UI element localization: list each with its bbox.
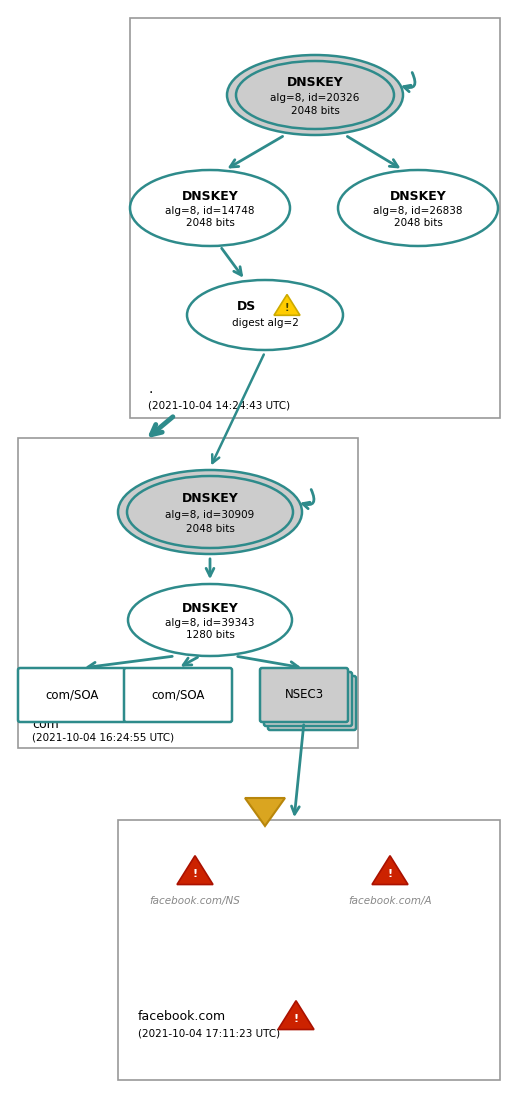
Text: DNSKEY: DNSKEY [390,190,446,204]
Text: com: com [32,718,59,731]
Ellipse shape [130,170,290,246]
Text: .: . [148,382,153,396]
Text: facebook.com/A: facebook.com/A [348,896,432,906]
Text: NSEC3: NSEC3 [284,688,323,702]
Polygon shape [372,856,408,884]
FancyBboxPatch shape [268,676,356,730]
Text: !: ! [293,1015,298,1024]
Bar [18,438,358,747]
Text: (2021-10-04 16:24:55 UTC): (2021-10-04 16:24:55 UTC) [32,733,174,743]
FancyBboxPatch shape [124,668,232,722]
Polygon shape [245,798,285,826]
Text: com/SOA: com/SOA [45,688,99,702]
Text: !: ! [285,303,289,313]
Ellipse shape [338,170,498,246]
Text: !: ! [193,869,198,880]
Text: digest alg=2: digest alg=2 [231,318,298,328]
Text: (2021-10-04 17:11:23 UTC): (2021-10-04 17:11:23 UTC) [138,1028,280,1038]
Text: facebook.com/NS: facebook.com/NS [149,896,240,906]
FancyBboxPatch shape [18,668,126,722]
Polygon shape [177,856,213,884]
Text: 2048 bits: 2048 bits [393,218,442,228]
Text: com/SOA: com/SOA [152,688,204,702]
Text: (2021-10-04 14:24:43 UTC): (2021-10-04 14:24:43 UTC) [148,399,290,410]
Text: alg=8, id=30909: alg=8, id=30909 [166,510,255,520]
Text: 2048 bits: 2048 bits [186,218,235,228]
Text: 1280 bits: 1280 bits [186,630,235,640]
Polygon shape [274,294,300,316]
Bar [118,820,500,1080]
Text: 2048 bits: 2048 bits [186,524,235,534]
Text: 2048 bits: 2048 bits [291,106,339,116]
Ellipse shape [118,470,302,554]
Polygon shape [278,1000,314,1029]
Text: facebook.com: facebook.com [138,1010,226,1023]
Text: alg=8, id=26838: alg=8, id=26838 [373,206,463,216]
Ellipse shape [128,584,292,656]
Text: alg=8, id=39343: alg=8, id=39343 [165,618,255,628]
FancyBboxPatch shape [260,668,348,722]
Ellipse shape [187,280,343,350]
Bar [130,18,500,419]
Ellipse shape [227,55,403,135]
Text: DNSKEY: DNSKEY [182,492,238,506]
Text: !: ! [388,869,392,880]
Text: DNSKEY: DNSKEY [286,76,344,90]
Text: DNSKEY: DNSKEY [182,190,238,204]
Text: DNSKEY: DNSKEY [182,602,238,615]
FancyBboxPatch shape [264,673,352,726]
Text: DS: DS [237,301,256,313]
Text: alg=8, id=20326: alg=8, id=20326 [270,93,360,103]
Text: alg=8, id=14748: alg=8, id=14748 [165,206,255,216]
